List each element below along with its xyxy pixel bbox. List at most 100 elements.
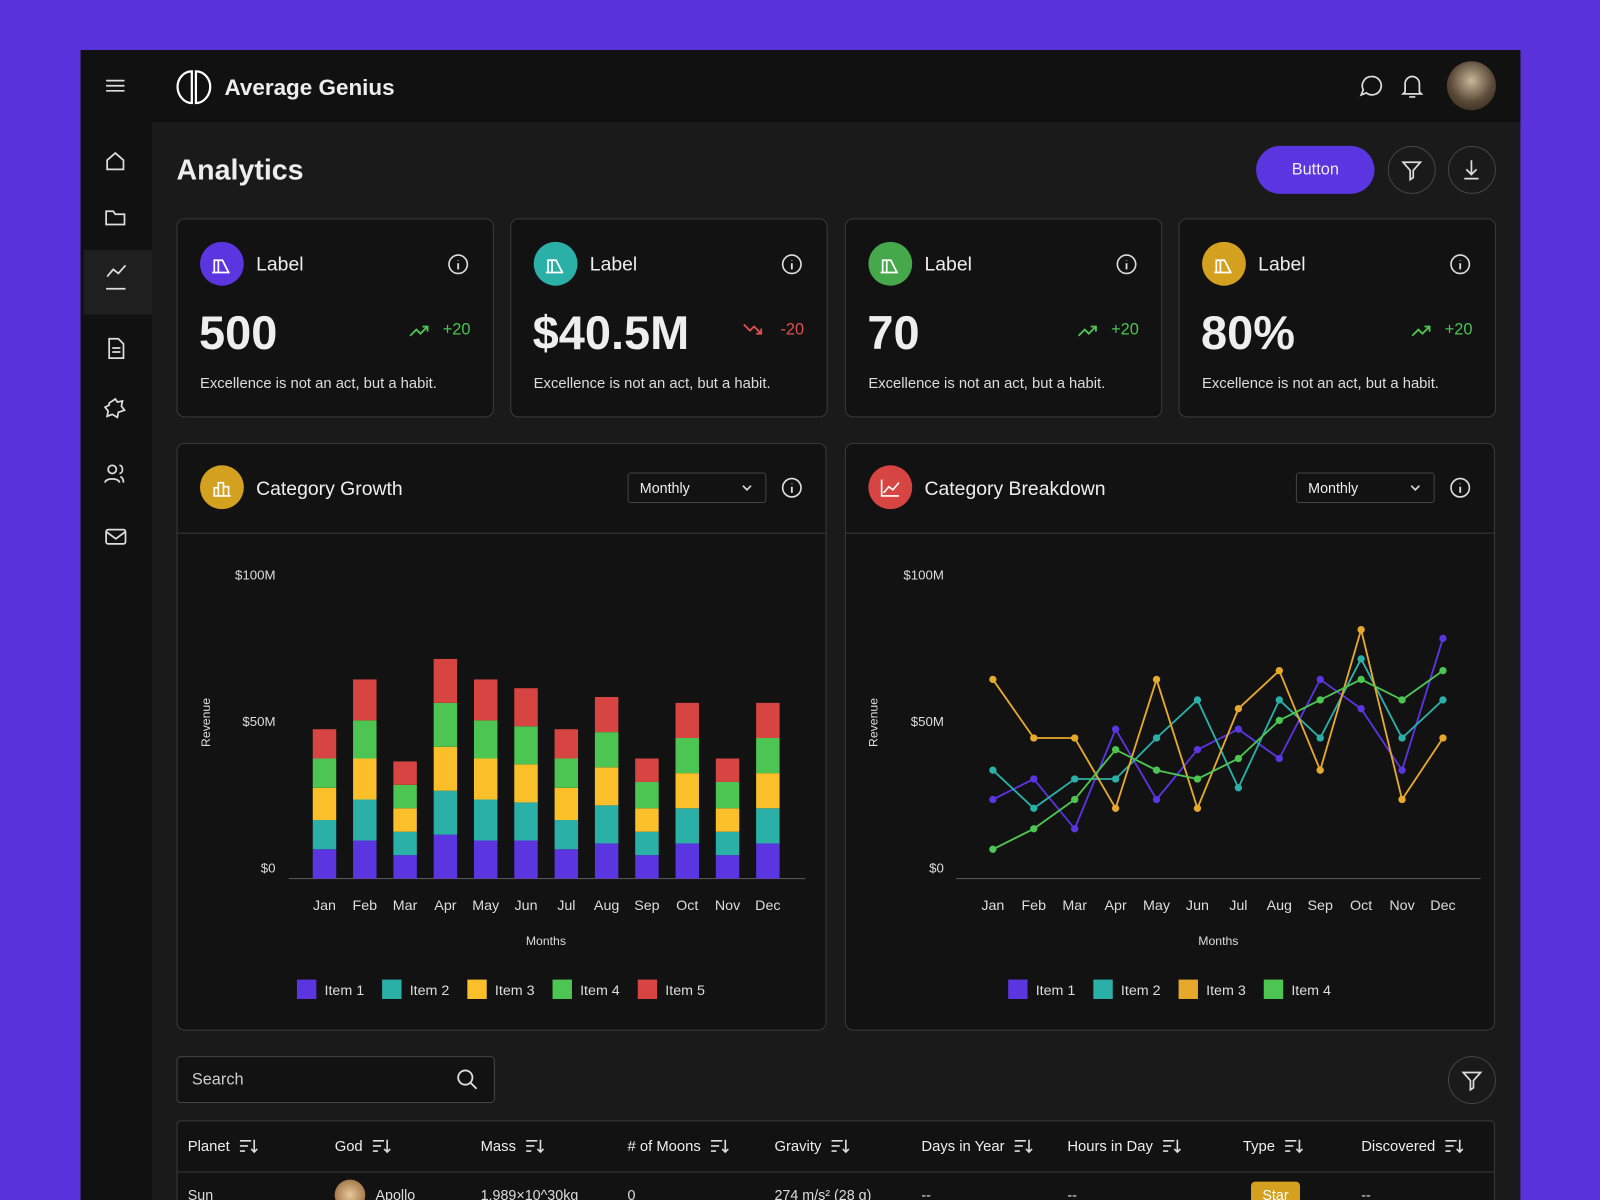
bar-segment bbox=[514, 688, 538, 727]
x-tick-label: Jan bbox=[981, 898, 1004, 914]
bar-segment bbox=[312, 729, 337, 759]
legend-swatch bbox=[1178, 979, 1198, 999]
column-header[interactable]: Planet bbox=[187, 1138, 230, 1156]
table-cell: -- bbox=[921, 1186, 931, 1200]
bar-segment bbox=[554, 729, 579, 759]
bar-segment bbox=[635, 855, 659, 879]
kpi-delta: +20 bbox=[1111, 321, 1139, 339]
sidebar-active bbox=[83, 249, 153, 315]
column-header[interactable]: God bbox=[334, 1138, 363, 1156]
line-point bbox=[1234, 725, 1243, 733]
kpi-icon bbox=[1202, 241, 1246, 286]
info-icon bbox=[1450, 254, 1471, 275]
filter-button[interactable] bbox=[1387, 145, 1436, 194]
line-point bbox=[1030, 825, 1038, 833]
kpi-delta: +20 bbox=[442, 321, 471, 339]
god-avatar bbox=[334, 1179, 366, 1200]
line-point bbox=[989, 675, 997, 684]
sort-icon bbox=[372, 1139, 391, 1154]
line bbox=[992, 626, 1444, 811]
download-button[interactable] bbox=[1447, 145, 1496, 194]
column-header[interactable]: Hours in Day bbox=[1067, 1138, 1153, 1156]
button-icons bbox=[1401, 160, 1479, 182]
bar-segment bbox=[433, 834, 458, 879]
x-tick-label: May bbox=[1143, 898, 1171, 914]
bar-segment bbox=[756, 843, 780, 879]
y-axis-label: Revenue bbox=[867, 698, 881, 747]
line-point bbox=[1030, 804, 1038, 812]
bar-segment bbox=[312, 787, 337, 820]
search-box[interactable] bbox=[176, 1056, 495, 1104]
button-label[interactable]: Button bbox=[1291, 161, 1339, 179]
kpi-label: Label bbox=[256, 254, 304, 276]
x-tick-label: Dec bbox=[755, 898, 780, 914]
y-tick-label: $0 bbox=[261, 860, 276, 875]
info-icon bbox=[1450, 477, 1471, 498]
bar-segment bbox=[353, 679, 377, 721]
kpi-value: 500 bbox=[198, 306, 278, 360]
chevron bbox=[1410, 485, 1420, 491]
table-filter-button[interactable] bbox=[1447, 1056, 1496, 1105]
line-point bbox=[1316, 766, 1324, 774]
line-point bbox=[1439, 634, 1447, 643]
legend-label: Item 1 bbox=[324, 983, 364, 999]
period-label[interactable]: Monthly bbox=[1308, 479, 1359, 496]
kpi-note: Excellence is not an act, but a habit. bbox=[868, 375, 1106, 392]
avatar[interactable] bbox=[1446, 61, 1496, 111]
chart-header-icons bbox=[880, 477, 1471, 498]
search-placeholder[interactable]: Search bbox=[191, 1071, 244, 1089]
brand-name: Average Genius bbox=[224, 74, 395, 100]
column-header[interactable]: Type bbox=[1242, 1138, 1275, 1156]
column-header[interactable]: Gravity bbox=[774, 1138, 822, 1156]
bar-segment bbox=[433, 658, 458, 703]
y-tick-label: $100M bbox=[903, 568, 944, 583]
bar-segment bbox=[594, 843, 619, 879]
primary-button[interactable] bbox=[1256, 145, 1375, 194]
line-point bbox=[1071, 825, 1079, 833]
line-point bbox=[1071, 734, 1079, 742]
bar-segment bbox=[393, 831, 417, 856]
chart: $0 $50M $100M Jan Feb Mar Apr May Jun Jul Aug Sep Oc… bbox=[199, 568, 806, 999]
bar-segment bbox=[756, 773, 780, 809]
legend-label: Item 3 bbox=[495, 983, 535, 999]
line-point bbox=[1398, 734, 1406, 742]
bar-segment bbox=[594, 767, 619, 806]
bar-segment bbox=[312, 819, 337, 850]
line-point bbox=[1398, 766, 1406, 774]
period-dropdown[interactable] bbox=[627, 472, 767, 504]
legend-swatch bbox=[296, 979, 317, 999]
kpi-trend-arrow bbox=[1411, 325, 1431, 337]
bar-segment bbox=[353, 758, 377, 800]
period-label[interactable]: Monthly bbox=[639, 479, 690, 496]
kpi-icon bbox=[199, 241, 244, 286]
column-header[interactable]: Mass bbox=[480, 1138, 516, 1156]
x-tick-label: Jan bbox=[313, 898, 336, 914]
table-cell: -- bbox=[1361, 1186, 1371, 1200]
column-header[interactable]: Discovered bbox=[1361, 1138, 1436, 1156]
column-header[interactable]: Days in Year bbox=[921, 1138, 1005, 1156]
kpi-icon bbox=[533, 241, 578, 286]
bar-segment bbox=[353, 840, 377, 879]
top-bar bbox=[152, 49, 1521, 123]
line-point bbox=[1030, 734, 1038, 742]
legend-label: Item 4 bbox=[580, 983, 620, 999]
line-point bbox=[1275, 666, 1283, 675]
sort-icon bbox=[526, 1139, 545, 1154]
legend-label: Item 1 bbox=[1036, 983, 1076, 999]
chart-icon-glyph bbox=[880, 479, 900, 497]
sidebar-icons[interactable] bbox=[81, 50, 152, 560]
line-point bbox=[1152, 766, 1161, 774]
bar-segment bbox=[554, 787, 579, 820]
column-header[interactable]: # of Moons bbox=[627, 1138, 701, 1156]
chart-title: Category Growth bbox=[256, 478, 403, 500]
x-tick-label: May bbox=[472, 898, 500, 914]
line-point bbox=[989, 766, 997, 774]
period-dropdown[interactable] bbox=[1295, 472, 1435, 504]
x-axis-label: Months bbox=[526, 934, 566, 948]
header-icons[interactable] bbox=[1357, 71, 1428, 102]
bar-segment bbox=[594, 732, 619, 768]
kpi-trend-arrow bbox=[743, 323, 763, 335]
x-tick-label: Apr bbox=[434, 898, 456, 914]
bar-segment bbox=[635, 758, 659, 782]
bar-segment bbox=[433, 790, 458, 835]
